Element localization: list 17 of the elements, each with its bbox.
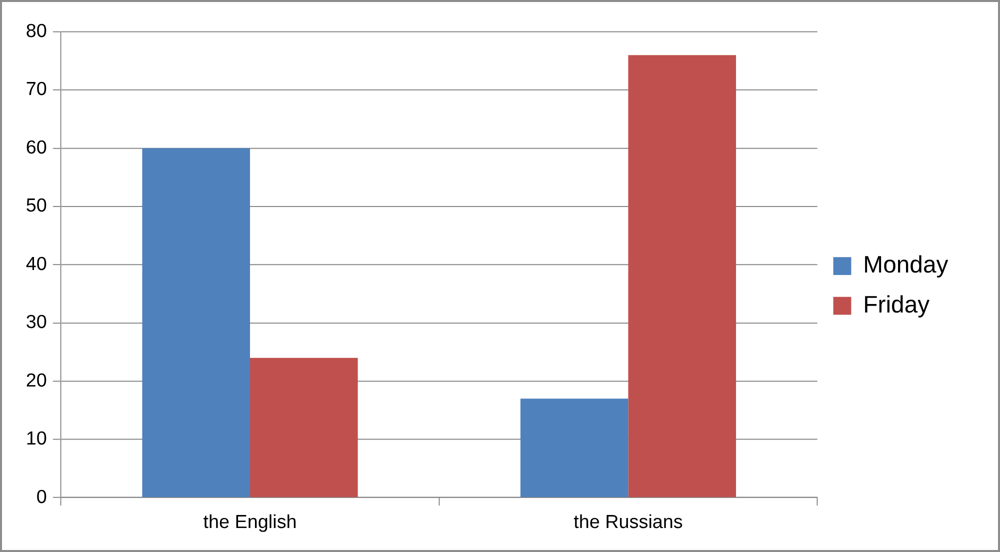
y-tick-label: 60	[26, 137, 47, 158]
bar	[250, 358, 358, 498]
x-tick-label: the English	[203, 512, 297, 533]
y-tick-label: 40	[26, 254, 47, 275]
y-tick-label: 70	[26, 79, 47, 100]
legend-label: Friday	[863, 291, 930, 318]
bar	[520, 398, 628, 498]
bar	[142, 148, 250, 498]
x-tick-label: the Russians	[574, 512, 683, 533]
bar	[628, 55, 736, 498]
y-tick-label: 0	[36, 486, 47, 508]
legend-label: Monday	[863, 252, 948, 279]
y-tick-label: 20	[26, 370, 47, 392]
y-tick-label: 80	[26, 21, 47, 42]
y-tick-label: 10	[26, 428, 47, 450]
y-tick-label: 50	[26, 196, 47, 217]
y-tick-label: 30	[26, 312, 47, 334]
